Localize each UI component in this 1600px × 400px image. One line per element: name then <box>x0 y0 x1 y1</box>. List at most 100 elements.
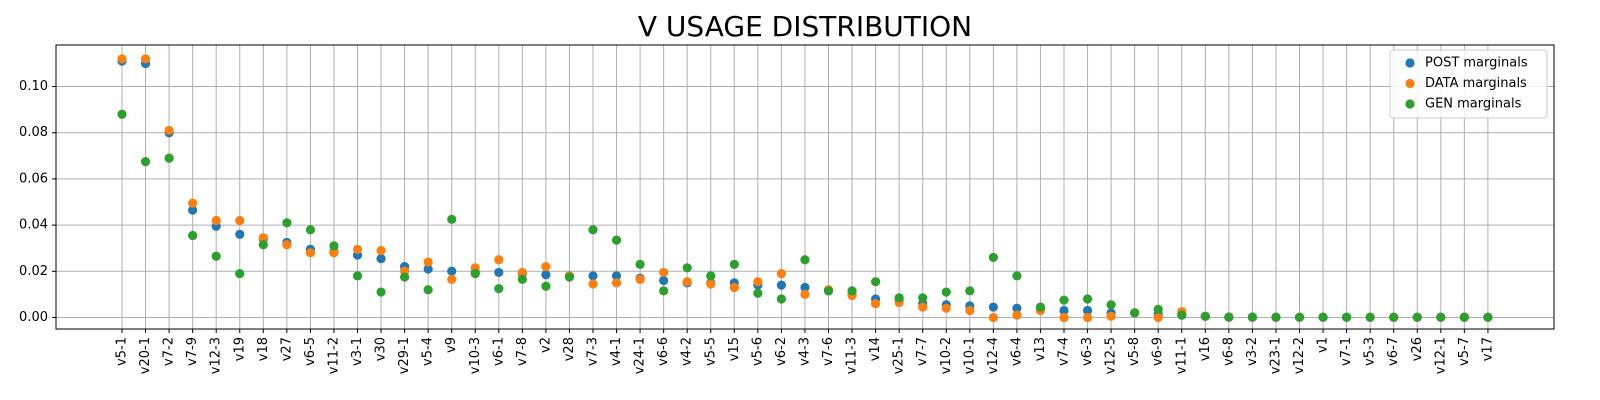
x-tick-label: v9 <box>444 337 459 353</box>
x-tick-label: v7-7 <box>915 337 930 366</box>
data-point <box>1059 305 1069 316</box>
x-tick-label: v4-1 <box>609 337 624 366</box>
x-tick-label: v12-5 <box>1104 337 1119 374</box>
data-point <box>659 286 669 296</box>
data-point <box>1106 311 1116 321</box>
data-point <box>1436 312 1446 322</box>
y-tick-label: 0.00 <box>19 310 48 325</box>
x-tick-label: v30 <box>374 337 389 361</box>
data-point <box>776 294 787 304</box>
x-tick-label: v5-7 <box>1457 337 1472 366</box>
x-tick-label: v12-2 <box>1292 337 1307 374</box>
data-point <box>140 54 151 64</box>
x-tick-label: v6-9 <box>1151 337 1166 366</box>
data-point <box>871 299 881 309</box>
data-point <box>988 312 998 323</box>
data-point <box>305 225 315 235</box>
data-point <box>588 225 598 235</box>
data-point <box>847 286 857 296</box>
x-tick-label: v4-3 <box>797 337 812 366</box>
data-point <box>517 274 527 284</box>
data-point <box>494 255 504 265</box>
data-point <box>1035 302 1046 312</box>
data-point <box>1389 312 1399 322</box>
x-tick-label: v10-1 <box>962 337 977 374</box>
data-point <box>258 240 268 250</box>
data-point <box>659 267 669 278</box>
x-tick-label: v5-4 <box>421 337 436 366</box>
data-point <box>1106 300 1116 310</box>
data-point <box>823 286 834 296</box>
x-tick-label: v11-3 <box>845 337 860 374</box>
x-tick-label: v7-8 <box>515 337 530 366</box>
data-point <box>352 271 363 281</box>
x-tick-label: v12-3 <box>209 337 224 374</box>
x-tick-label: v5-6 <box>750 337 765 366</box>
x-tick-label: v3-2 <box>1245 337 1260 366</box>
legend-label: DATA marginals <box>1425 76 1527 91</box>
data-point <box>1271 312 1281 322</box>
x-tick-label: v27 <box>279 337 294 361</box>
legend-marker <box>1405 58 1415 68</box>
x-tick-label: v7-2 <box>162 337 177 366</box>
data-point <box>588 279 598 289</box>
x-tick-label: v12-4 <box>986 337 1001 374</box>
legend-box <box>1389 49 1548 119</box>
data-point <box>1082 305 1093 316</box>
data-point <box>918 293 928 303</box>
data-point <box>1247 312 1257 322</box>
x-tick-label: v7-4 <box>1057 337 1072 366</box>
data-point <box>1318 312 1328 322</box>
x-tick-label: v6-6 <box>656 337 671 366</box>
data-point <box>376 245 386 256</box>
data-point <box>776 268 787 279</box>
x-tick-label: v6-4 <box>1009 337 1024 366</box>
x-tick-label: v23-1 <box>1268 337 1283 374</box>
data-point <box>1200 311 1210 321</box>
data-point <box>1483 312 1493 322</box>
x-tick-label: v25-1 <box>892 337 907 374</box>
data-point <box>941 303 951 313</box>
data-point <box>258 233 268 243</box>
data-point <box>164 125 174 136</box>
data-point <box>400 272 410 282</box>
data-point <box>282 240 292 250</box>
data-point <box>541 262 551 272</box>
x-tick-label: v4-2 <box>680 337 695 366</box>
data-point <box>1059 295 1069 305</box>
data-point <box>1130 308 1140 318</box>
data-point <box>800 289 810 299</box>
x-tick-label: v11-1 <box>1174 337 1189 374</box>
data-point <box>1012 303 1022 313</box>
data-point <box>541 281 551 291</box>
data-point <box>1059 312 1069 323</box>
data-point <box>776 280 787 290</box>
x-tick-label: v20-1 <box>138 337 153 374</box>
data-point <box>329 241 339 251</box>
data-point <box>1153 312 1163 323</box>
x-tick-label: v6-3 <box>1080 337 1095 366</box>
data-point <box>376 253 386 264</box>
data-points <box>117 54 1493 323</box>
data-point <box>494 267 504 278</box>
data-point <box>188 198 198 208</box>
data-point <box>1153 304 1163 314</box>
x-tick-label: v24-1 <box>633 337 648 374</box>
x-tick-label: v13 <box>1033 337 1048 361</box>
data-point <box>1365 312 1375 322</box>
y-tick-label: 0.06 <box>19 171 48 186</box>
x-tick-label: v11-2 <box>326 337 341 374</box>
x-tick-label: v14 <box>868 337 883 361</box>
legend: POST marginals DATA marginals GEN marginal… <box>1389 49 1548 119</box>
x-tick-label: v6-8 <box>1221 337 1236 366</box>
x-tick-label: v29-1 <box>397 337 412 374</box>
data-point <box>918 302 928 312</box>
axes: v5-1 v20-1 v7-2 v7-9 v12-3 v19 v18 v27 v6-5 v11-2… <box>19 44 1555 374</box>
data-point <box>211 251 221 261</box>
data-point <box>305 248 315 258</box>
data-point <box>352 244 363 254</box>
data-point <box>941 287 951 297</box>
